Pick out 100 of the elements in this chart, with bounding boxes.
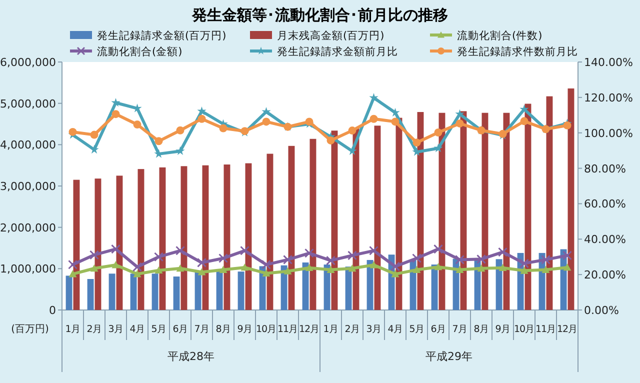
point: [132, 262, 142, 272]
y2-tick-label: 120.00%: [584, 91, 633, 104]
point: [348, 146, 357, 155]
x-tick-label: 5月: [409, 324, 424, 335]
point: [390, 108, 400, 117]
x-tick-label: 7月: [194, 324, 210, 335]
bar: [238, 272, 244, 310]
point: [326, 256, 336, 266]
point: [455, 254, 464, 264]
y2-tick-label: 60.00%: [584, 198, 626, 211]
bar: [345, 266, 352, 310]
point: [326, 136, 335, 144]
chart-title: 発生金額等･流動化割合･前月比の推移: [191, 6, 448, 24]
point: [218, 254, 228, 264]
point: [154, 137, 163, 146]
point: [520, 117, 528, 126]
bar: [152, 274, 158, 310]
point: [68, 260, 78, 270]
y-tick-label: 6,000,000: [0, 56, 56, 69]
x-tick-label: 3月: [108, 324, 124, 335]
x-tick-label: 2月: [344, 324, 360, 335]
point: [198, 114, 206, 123]
bar: [431, 264, 438, 310]
bar: [324, 264, 330, 310]
bar: [568, 88, 574, 310]
y2-tick-label: 100.00%: [584, 126, 633, 140]
point: [283, 254, 292, 264]
x-tick-label: 6月: [430, 324, 446, 335]
point: [563, 121, 572, 130]
point: [520, 266, 528, 274]
point: [456, 119, 464, 128]
point: [455, 109, 464, 118]
legend-label: 発生記録請求件数前月比: [457, 45, 578, 58]
point: [90, 130, 98, 139]
x-tick-label: 12月: [298, 324, 320, 335]
bar: [216, 272, 223, 310]
point: [90, 144, 99, 154]
point: [563, 263, 572, 271]
x-tick-label: 8月: [474, 324, 489, 335]
x-tick-label: 5月: [151, 324, 166, 335]
x-tick-label: 10月: [514, 324, 535, 335]
bar: [302, 262, 309, 310]
point: [498, 247, 508, 257]
point: [348, 250, 357, 260]
point: [477, 264, 486, 272]
x-tick-label: 3月: [366, 324, 382, 335]
bar: [366, 260, 374, 310]
y2-tick-label: 20.00%: [584, 268, 626, 282]
point: [154, 266, 163, 274]
point: [370, 261, 378, 268]
bar: [66, 276, 72, 310]
point: [262, 106, 271, 116]
point: [412, 254, 422, 264]
point: [90, 250, 99, 260]
bar: [173, 276, 180, 310]
point: [304, 248, 314, 258]
x-tick-label: 4月: [130, 324, 145, 335]
point: [68, 128, 77, 136]
point: [262, 118, 270, 126]
x-tick-label: 1月: [323, 324, 338, 335]
text: 平成29年: [426, 350, 472, 363]
x-tick-label: 9月: [237, 324, 252, 335]
y-tick-label: 2,000,000: [0, 221, 56, 234]
point: [412, 138, 421, 147]
legend-label: 発生記録請求金額前月比: [277, 45, 398, 58]
point: [240, 263, 249, 271]
point: [348, 126, 356, 135]
point: [391, 270, 400, 278]
point: [284, 267, 292, 274]
point: [219, 266, 228, 273]
point: [176, 126, 184, 134]
bar: [496, 259, 502, 310]
point: [390, 262, 400, 272]
bar: [87, 279, 94, 310]
point: [456, 266, 464, 273]
point: [197, 106, 206, 116]
y-axis-title: (百万円): [11, 324, 49, 335]
point: [112, 110, 120, 118]
y-tick-label: 0: [49, 304, 56, 317]
x-tick-label: 4月: [388, 324, 403, 335]
point: [391, 118, 400, 126]
x-tick-label: 7月: [452, 324, 468, 335]
point: [434, 262, 442, 270]
point: [369, 92, 378, 102]
point: [326, 266, 335, 273]
legend-label: 発生記録請求金額(百万円): [97, 29, 226, 42]
point: [305, 264, 314, 272]
bar: [130, 274, 137, 310]
point: [434, 244, 443, 254]
point: [68, 270, 77, 278]
y2-tick-label: 80.00%: [584, 162, 626, 176]
y-tick-label: 1,000,000: [0, 262, 56, 276]
point: [133, 120, 142, 129]
legend-label: 流動化割合(件数): [457, 29, 542, 42]
point: [198, 268, 206, 276]
point: [348, 264, 356, 272]
point: [562, 250, 572, 260]
y2-tick-label: 140.00%: [584, 56, 633, 69]
x-tick-label: 12月: [556, 324, 578, 335]
point: [262, 269, 270, 277]
